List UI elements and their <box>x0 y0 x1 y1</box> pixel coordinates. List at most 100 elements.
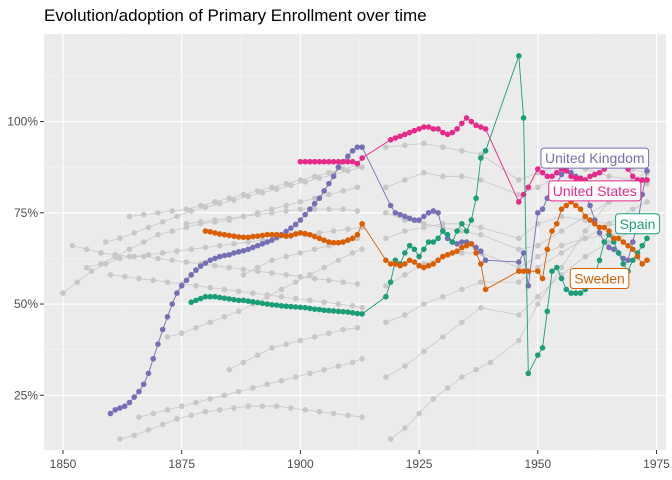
united-kingdom-point <box>136 388 142 395</box>
background-series-point <box>516 177 522 183</box>
united-states-point <box>525 184 532 191</box>
united-kingdom-point <box>216 253 223 260</box>
spain-point <box>430 239 437 245</box>
united-kingdom-point <box>610 246 617 253</box>
spain-point <box>601 239 608 245</box>
united-states-point <box>568 173 574 180</box>
spain-point <box>435 235 441 242</box>
united-kingdom-callout-box <box>540 147 650 169</box>
background-series-point <box>226 195 232 202</box>
united-states-point <box>349 158 356 165</box>
sweden-point <box>430 261 437 267</box>
background-series-point <box>88 268 95 274</box>
background-series-point <box>145 251 152 258</box>
united-kingdom-point <box>644 168 650 174</box>
united-states-point <box>463 115 470 121</box>
background-series-point <box>402 142 408 149</box>
background-series-point <box>349 359 356 366</box>
background-series-point <box>269 257 275 264</box>
sweden-point <box>307 231 313 238</box>
spain-point <box>193 297 199 304</box>
background-series-point <box>558 250 565 256</box>
background-series-point <box>292 279 299 285</box>
spain-point <box>226 296 232 302</box>
background-series-point <box>159 219 166 225</box>
background-series-point <box>307 297 313 304</box>
background-series-point <box>131 432 138 439</box>
background-series-point <box>245 239 251 245</box>
background-series-point <box>83 246 90 253</box>
sweden-point <box>259 232 266 239</box>
background-series-point <box>221 392 228 399</box>
united-kingdom-point <box>240 247 247 254</box>
x-tick-label: 1975 <box>643 457 670 471</box>
united-kingdom-point <box>596 230 603 236</box>
spain-point <box>568 290 574 296</box>
background-series-point <box>459 286 465 293</box>
background-series-point <box>359 304 365 311</box>
background-series-point <box>478 279 484 285</box>
background-series-point <box>136 275 142 282</box>
sweden-point <box>582 213 589 220</box>
background-series-point <box>558 228 565 234</box>
sweden-point <box>625 242 631 249</box>
background-series-point <box>235 288 242 295</box>
sweden-point <box>591 220 598 227</box>
sweden-point <box>563 202 570 209</box>
spain-point <box>273 302 280 308</box>
background-series-point <box>69 242 76 249</box>
sweden-point <box>326 239 332 245</box>
sweden-point <box>288 232 294 239</box>
spain-point <box>207 293 213 300</box>
x-tick-label: 1875 <box>168 457 195 471</box>
united-states-point <box>416 126 422 132</box>
united-kingdom-point <box>459 239 465 245</box>
united-kingdom-point <box>164 314 171 320</box>
background-series-point <box>117 255 123 262</box>
background-series-point <box>117 235 123 242</box>
background-series-point <box>421 169 427 176</box>
x-tick-label: 1850 <box>50 457 77 471</box>
background-series-point <box>558 242 565 249</box>
background-series-point <box>188 208 194 214</box>
background-series-point <box>349 303 356 309</box>
chart-title: Evolution/adoption of Primary Enrollment… <box>44 6 427 25</box>
sweden-point <box>620 239 627 245</box>
sweden-point <box>553 220 560 227</box>
background-series-point <box>159 421 166 428</box>
united-states-point <box>459 120 465 127</box>
spain-point <box>525 370 532 377</box>
sweden-point <box>549 228 555 234</box>
sweden-callout: Sweden <box>569 267 630 289</box>
background-series-point <box>193 282 199 289</box>
united-kingdom-point <box>316 195 323 202</box>
background-series-point <box>297 199 304 205</box>
sweden-point <box>416 262 422 269</box>
background-series-point <box>183 206 190 212</box>
background-series-point <box>516 235 522 242</box>
spain-point <box>553 264 560 271</box>
background-series-point <box>269 270 275 276</box>
background-series-point <box>283 180 289 187</box>
sweden-point <box>482 286 489 293</box>
sweden-point <box>587 217 593 223</box>
background-series-point <box>335 257 342 264</box>
united-states-point <box>335 158 342 165</box>
sweden-point <box>639 261 646 267</box>
united-kingdom-point <box>169 301 175 307</box>
background-series-point <box>345 226 351 233</box>
background-series-point <box>383 235 389 242</box>
sweden-point <box>245 234 251 241</box>
background-series-point <box>297 250 304 256</box>
background-series-point <box>402 228 408 234</box>
united-kingdom-point <box>117 405 123 411</box>
united-kingdom-point <box>226 251 232 258</box>
background-series-point <box>212 217 218 223</box>
united-kingdom-point <box>406 215 413 222</box>
spain-point <box>216 294 223 301</box>
background-series-point <box>164 334 171 340</box>
background-series-point <box>264 293 270 300</box>
united-states-point <box>307 158 313 165</box>
spain-point <box>572 290 579 296</box>
background-series-point <box>535 184 541 191</box>
